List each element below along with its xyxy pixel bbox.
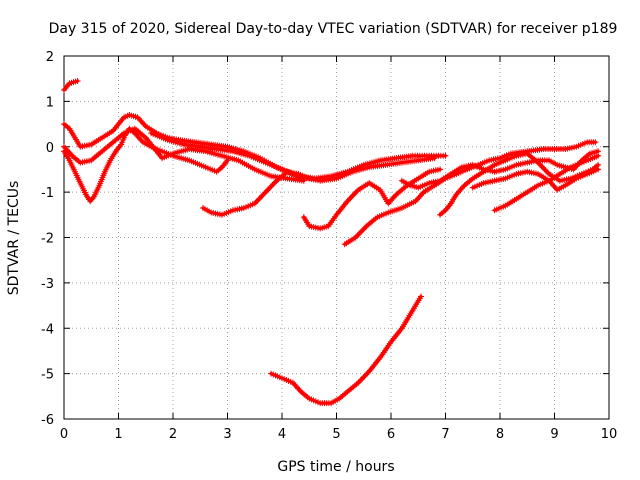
x-tick-label: 7 [441, 427, 449, 442]
x-tick-label: 2 [169, 427, 177, 442]
series-arc-g [300, 166, 444, 232]
y-tick-label: -4 [41, 322, 54, 337]
x-tick-label: 0 [60, 427, 68, 442]
y-tick-label: 1 [46, 95, 54, 110]
series-arc-m [268, 293, 424, 407]
y-axis-label: SDTVAR / TECUs [6, 181, 22, 296]
y-tick-label: -5 [41, 368, 54, 383]
series-arc-c [61, 125, 231, 205]
series-path [269, 294, 423, 405]
series-arc-n [398, 157, 552, 191]
chart-title: Day 315 of 2020, Sidereal Day-to-day VTE… [49, 21, 618, 37]
x-tick-label: 10 [601, 427, 618, 442]
data-point [592, 139, 599, 146]
data-point [74, 78, 81, 84]
series-arc-d [61, 125, 307, 184]
grid [64, 56, 609, 419]
x-tick-label: 6 [387, 427, 395, 442]
x-tick-label: 3 [223, 427, 231, 442]
x-tick-label: 9 [550, 427, 558, 442]
y-tick-label: -2 [41, 232, 54, 247]
series-arc-a [61, 78, 81, 93]
series-arc-b [61, 112, 313, 182]
data-point [595, 166, 602, 173]
data-point [442, 152, 449, 159]
data-point [431, 155, 438, 162]
x-tick-label: 8 [496, 427, 504, 442]
data-point [300, 177, 307, 184]
data-point [437, 166, 444, 173]
x-axis-label: GPS time / hours [277, 459, 394, 475]
data-point [595, 148, 602, 155]
series-arc-l [546, 148, 602, 173]
series-arc-f [200, 155, 438, 218]
series-arc-h [341, 139, 599, 248]
series-arc-i [437, 150, 602, 218]
x-tick-label: 5 [332, 427, 340, 442]
y-tick-label: 2 [46, 50, 54, 65]
data-series [61, 78, 602, 407]
data-point [418, 293, 424, 300]
data-point [546, 157, 552, 164]
y-tick-label: 0 [46, 141, 54, 156]
y-tick-label: -6 [41, 413, 54, 428]
x-tick-label: 1 [114, 427, 122, 442]
y-tick-label: -3 [41, 277, 54, 292]
x-tick-label: 4 [278, 427, 286, 442]
series-arc-k [469, 166, 602, 193]
y-tick-label: -1 [41, 186, 54, 201]
